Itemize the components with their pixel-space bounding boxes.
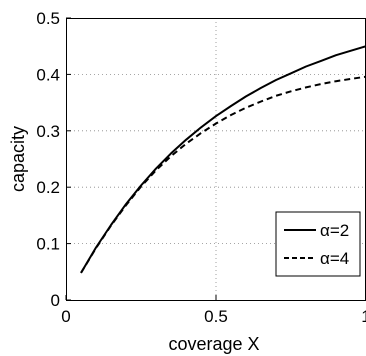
legend-label-1: α=2 — [320, 221, 349, 240]
y-tick-label: 0.3 — [36, 122, 60, 141]
legend-label-2: α=4 — [320, 249, 349, 268]
y-tick-label: 0.5 — [36, 9, 60, 28]
series-lines — [80, 45, 366, 274]
x-axis-label: coverage X — [168, 334, 259, 354]
x-tick-label: 0.5 — [204, 307, 228, 326]
axis-ticks: 0 0.1 0.2 0.3 0.4 0.5 0 0.5 1 — [36, 9, 366, 326]
y-axis-label: capacity — [8, 126, 28, 192]
legend: α=2α=4 — [275, 211, 361, 277]
x-tick-label: 0 — [61, 307, 70, 326]
y-tick-label: 0.1 — [36, 235, 60, 254]
series-line-1 — [80, 45, 366, 274]
y-tick-label: 0 — [51, 291, 60, 310]
x-tick-label: 1 — [361, 307, 366, 326]
y-tick-label: 0.4 — [36, 65, 60, 84]
series-line-2 — [80, 75, 366, 274]
legend-box — [275, 211, 361, 277]
y-tick-label: 0.2 — [36, 178, 60, 197]
